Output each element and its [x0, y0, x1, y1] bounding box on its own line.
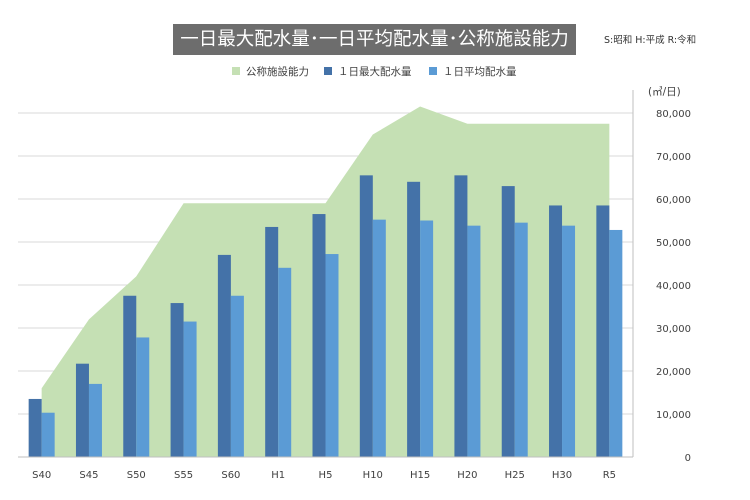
- x-tick-label: H30: [552, 470, 572, 481]
- x-tick-label: H5: [319, 470, 333, 481]
- y-tick-label: 30,000: [656, 324, 691, 335]
- bar-max-s60: [217, 254, 231, 457]
- bar-max-h20: [454, 175, 468, 457]
- bar-avg-h20: [467, 225, 481, 457]
- legend-label-max: １日最大配水量: [338, 65, 412, 78]
- bar-avg-h10: [372, 219, 386, 457]
- bar-max-s40: [28, 398, 42, 457]
- x-tick-label: S60: [221, 470, 240, 481]
- bar-avg-r5: [609, 229, 623, 457]
- bar-avg-s40: [41, 412, 55, 457]
- x-tick-label: H10: [363, 470, 383, 481]
- legend-item-avg: １日平均配水量: [429, 62, 517, 80]
- bar-avg-s60: [230, 295, 244, 457]
- legend-swatch-avg: [429, 67, 437, 75]
- y-tick-label: 70,000: [656, 152, 691, 163]
- legend-item-capacity: 公称施設能力: [232, 62, 309, 80]
- legend: 公称施設能力 １日最大配水量 １日平均配水量: [0, 62, 750, 80]
- legend-swatch-capacity: [232, 67, 240, 75]
- y-tick-label: 80,000: [656, 109, 691, 120]
- bar-avg-h25: [514, 222, 528, 457]
- x-tick-label: S55: [174, 470, 193, 481]
- bar-avg-h30: [562, 225, 576, 457]
- bar-max-s55: [170, 303, 184, 457]
- legend-label-avg: １日平均配水量: [443, 65, 517, 78]
- x-tick-label: H1: [271, 470, 285, 481]
- bar-avg-s50: [136, 337, 150, 457]
- bar-max-s45: [75, 363, 89, 457]
- y-tick-label: 40,000: [656, 281, 691, 292]
- legend-swatch-max: [324, 67, 332, 75]
- legend-label-capacity: 公称施設能力: [246, 65, 309, 78]
- y-tick-label: 50,000: [656, 238, 691, 249]
- bar-max-h1: [265, 226, 279, 457]
- x-tick-label: S45: [79, 470, 98, 481]
- bar-max-s50: [123, 295, 137, 457]
- x-tick-label: H25: [505, 470, 525, 481]
- y-axis-unit: (㎥/日): [648, 86, 681, 98]
- bar-max-h30: [549, 205, 563, 457]
- y-tick-label: 20,000: [656, 367, 691, 378]
- x-tick-label: S40: [32, 470, 51, 481]
- bar-max-h15: [407, 181, 421, 458]
- chart-title: 一日最大配水量･一日平均配水量･公称施設能力: [173, 24, 576, 55]
- bar-max-h5: [312, 214, 326, 457]
- bar-max-h10: [359, 175, 373, 457]
- bar-avg-h15: [420, 220, 434, 457]
- x-tick-label: H15: [410, 470, 430, 481]
- bar-max-r5: [596, 205, 610, 457]
- y-tick-label: 10,000: [656, 410, 691, 421]
- y-tick-label: 60,000: [656, 195, 691, 206]
- legend-item-max: １日最大配水量: [324, 62, 412, 80]
- bar-avg-s45: [88, 383, 102, 457]
- bar-avg-s55: [183, 321, 197, 457]
- bar-max-h25: [501, 186, 515, 457]
- x-tick-label: S50: [127, 470, 146, 481]
- x-tick-label: H20: [457, 470, 477, 481]
- x-tick-label: R5: [603, 470, 616, 481]
- era-note: S:昭和 H:平成 R:令和: [604, 35, 697, 46]
- y-tick-label: 0: [685, 453, 691, 464]
- bar-avg-h1: [278, 267, 292, 457]
- bar-avg-h5: [325, 254, 339, 457]
